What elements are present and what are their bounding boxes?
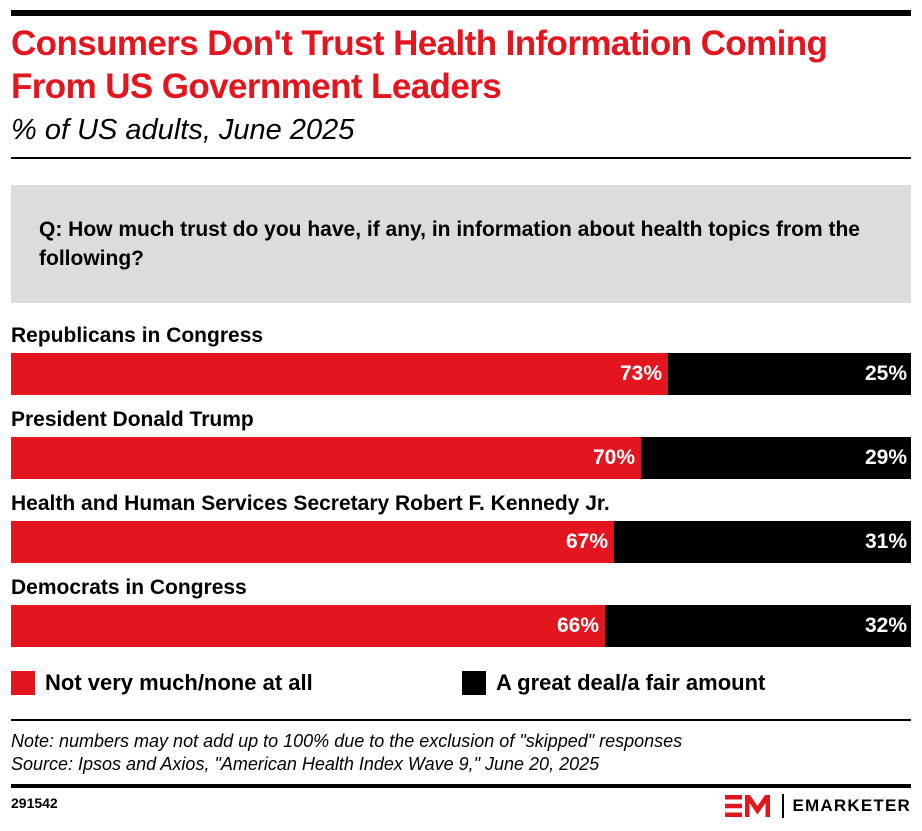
legend-label: Not very much/none at all: [45, 670, 313, 695]
brand-logo: EMARKETER: [725, 793, 911, 819]
data-label: 31%: [864, 530, 907, 553]
legend-swatch-red: [11, 671, 35, 695]
legend-swatch-black: [462, 671, 486, 695]
category-label: President Donald Trump: [11, 408, 254, 431]
category-label: Republicans in Congress: [11, 324, 264, 347]
bar-segment-a-great-deal-a-fair-amount: [668, 353, 911, 395]
data-label: 25%: [864, 362, 907, 385]
bar-segment-a-great-deal-a-fair-amount: [605, 605, 911, 647]
top-rule: [11, 10, 911, 16]
legend-item-trust: A great deal/a fair amount: [462, 670, 765, 696]
footer-divider: [11, 719, 911, 721]
bar-segment-a-great-deal-a-fair-amount: [614, 521, 911, 563]
data-label: 32%: [864, 614, 907, 637]
note-text: Note: numbers may not add up to 100% due…: [11, 731, 683, 751]
data-label: 70%: [592, 446, 635, 469]
bar-row-health-and-human-services-secretary-robert-f-kennedy-jr: 67% 31%: [11, 521, 911, 563]
legend-label: A great deal/a fair amount: [496, 670, 766, 695]
category-label: Health and Human Services Secretary Robe…: [11, 492, 610, 515]
footnote: Note: numbers may not add up to 100% due…: [11, 730, 682, 776]
bar-segment-not-very-much-none-at-all: [11, 437, 641, 479]
bar-segment-not-very-much-none-at-all: [11, 521, 614, 563]
data-label: 73%: [619, 362, 662, 385]
bar-segment-not-very-much-none-at-all: [11, 353, 668, 395]
chart-subtitle: % of US adults, June 2025: [11, 114, 355, 146]
data-label: 29%: [864, 446, 907, 469]
chart-title: Consumers Don't Trust Health Information…: [11, 24, 828, 106]
brand-name: EMARKETER: [792, 796, 911, 815]
category-label: Democrats in Congress: [11, 576, 247, 599]
data-label: 67%: [565, 530, 608, 553]
chart-id: 291542: [11, 795, 58, 811]
legend-item-not-trust: Not very much/none at all: [11, 670, 313, 696]
bar-row-president-donald-trump: 70% 29%: [11, 437, 911, 479]
brand-divider: [782, 794, 784, 818]
data-label: 66%: [556, 614, 599, 637]
em-logo-icon: [725, 795, 771, 817]
bar-row-republicans-in-congress: 73% 25%: [11, 353, 911, 395]
bar-segment-a-great-deal-a-fair-amount: [641, 437, 911, 479]
source-text: Source: Ipsos and Axios, "American Healt…: [11, 754, 600, 774]
bar-segment-not-very-much-none-at-all: [11, 605, 605, 647]
question-text: Q: How much trust do you have, if any, i…: [39, 218, 860, 270]
question-box: Q: How much trust do you have, if any, i…: [11, 185, 911, 303]
header-divider: [11, 157, 911, 159]
bar-row-democrats-in-congress: 66% 32%: [11, 605, 911, 647]
bottom-rule: [11, 784, 911, 788]
